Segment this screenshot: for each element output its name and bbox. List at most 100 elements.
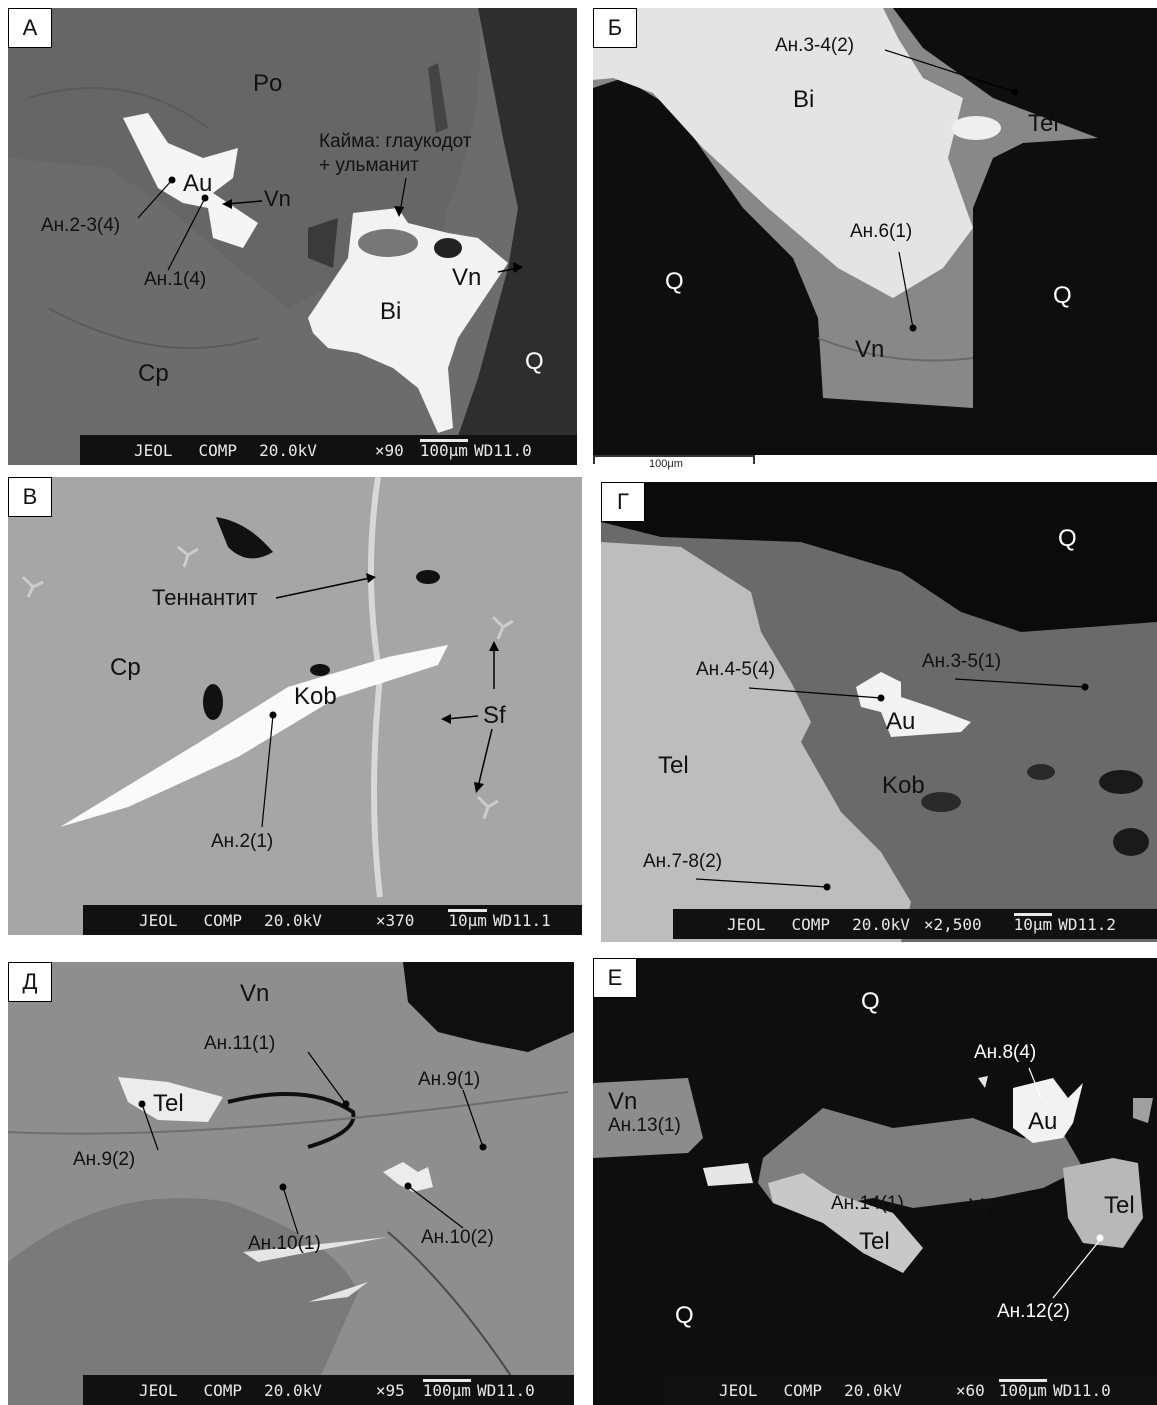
panel-g: Г Q Ан.4-5(4) Ан.3-5(1) Au Tel Kob Ан.7-…	[601, 482, 1157, 942]
mineral-q-label: Q	[478, 988, 497, 1015]
info-brand: JEOL	[134, 440, 173, 460]
analysis-an-3-4-label: Ан.3-4(2)	[775, 35, 855, 56]
info-kv: 20.0kV	[264, 1380, 322, 1400]
mineral-vn-label-1: Vn	[264, 186, 291, 211]
info-mode: COMP	[198, 440, 238, 460]
info-scale: 100μm	[419, 438, 468, 460]
analysis-an-3-5-label: Ан.3-5(1)	[922, 651, 1002, 672]
analysis-an-2-3-label: Ан.2-3(4)	[41, 215, 121, 236]
analysis-an-1-label: Ан.1(4)	[144, 269, 207, 290]
mineral-kob-label: Kob	[882, 772, 925, 799]
mineral-bi-label: Bi	[793, 86, 815, 113]
mineral-tel-label: Tel	[658, 752, 689, 779]
info-kv: 20.0kV	[852, 914, 910, 934]
info-kv: 20.0kV	[844, 1380, 902, 1400]
analysis-an-10-1-label: Ан.10(1)	[248, 1233, 321, 1254]
mineral-tennantite-label: Теннантит	[152, 585, 258, 610]
mineral-q-label-1: Q	[665, 268, 684, 295]
panel-e-info-bar: JEOL COMP 20.0kV ×60 100μm WD11.0	[665, 1375, 1157, 1405]
panel-a-letter: А	[8, 8, 52, 48]
mineral-au-label: Au	[183, 170, 213, 197]
info-wd: WD11.0	[476, 1380, 535, 1400]
mineral-vn-label-2: Vn	[452, 264, 482, 291]
mineral-po-label: Po	[253, 70, 283, 97]
panel-g-info-bar: JEOL COMP 20.0kV ×2,500 10μm WD11.2	[673, 909, 1157, 939]
panel-v-info-bar: JEOL COMP 20.0kV ×370 10μm WD11.1	[83, 905, 582, 935]
info-mag: ×60	[955, 1380, 985, 1400]
analysis-an-4-5-label: Ан.4-5(4)	[696, 659, 776, 680]
mineral-tel-label: Tel	[1028, 110, 1059, 137]
panel-b-letter: Б	[593, 8, 637, 48]
panel-v: В Теннантит Cp Kob Sf Ан.2(1) JEOL COMP …	[8, 477, 582, 935]
mineral-q-label: Q	[525, 348, 544, 375]
info-scale: 10μm	[448, 908, 487, 930]
analysis-an-12-label: Ан.12(2)	[997, 1301, 1070, 1322]
panel-a: А Po Кайма: глаукодот + ульманит Au Vn А…	[8, 8, 577, 465]
panel-e-letter: Е	[593, 958, 637, 998]
info-mode: COMP	[203, 910, 243, 930]
mineral-vn-label: Vn	[855, 336, 885, 363]
panel-e-image	[593, 958, 1157, 1405]
info-mode: COMP	[783, 1380, 823, 1400]
panel-v-image	[8, 477, 582, 935]
info-scale: 10μm	[1013, 912, 1053, 934]
info-mag: ×370	[375, 910, 415, 930]
mineral-kob-label: Kob	[294, 683, 337, 710]
info-mag: ×2,500	[923, 914, 982, 934]
panel-a-info-bar: JEOL COMP 20.0kV ×90 100μm WD11.0	[80, 435, 577, 465]
info-mode: COMP	[203, 1380, 243, 1400]
mineral-q-label-2: Q	[675, 1302, 694, 1329]
info-brand: JEOL	[727, 914, 766, 934]
mineral-tel-label: Tel	[153, 1090, 184, 1117]
analysis-an-2-label: Ан.2(1)	[211, 831, 274, 852]
mineral-sf-label: Sf	[483, 702, 506, 729]
panel-v-letter: В	[8, 477, 52, 517]
analysis-an-9-1-label: Ан.9(1)	[418, 1069, 481, 1090]
panel-a-image	[8, 8, 577, 465]
info-kv: 20.0kV	[259, 440, 317, 460]
info-mag: ×90	[374, 440, 404, 460]
mineral-cp-label: Cp	[110, 654, 141, 681]
panel-b-image	[593, 8, 1157, 455]
info-brand: JEOL	[139, 910, 178, 930]
mineral-vn-label-1: Vn	[608, 1088, 638, 1115]
panel-e: Е Q Ан.8(4) Vn Ан.13(1) Au Ан.14(1) Vn T…	[593, 958, 1157, 1405]
panel-g-image	[601, 482, 1157, 942]
info-scale: 100μm	[998, 1378, 1047, 1400]
panel-b: Б Ан.3-4(2) Bi Tel Ан.6(1) Q Q Vn	[593, 8, 1157, 455]
panel-g-letter: Г	[601, 482, 645, 522]
panel-d-letter: Д	[8, 962, 52, 1002]
analysis-an-7-8-label: Ан.7-8(2)	[643, 851, 723, 872]
analysis-an-14-label: Ан.14(1)	[831, 1193, 904, 1214]
analysis-an-11-label: Ан.11(1)	[204, 1033, 276, 1054]
info-wd: WD11.2	[1058, 914, 1116, 934]
panel-d-info-bar: JEOL COMP 20.0kV ×95 100μm WD11.0	[83, 1375, 574, 1405]
analysis-an-10-2-label: Ан.10(2)	[421, 1227, 494, 1248]
info-brand: JEOL	[719, 1380, 758, 1400]
mineral-au-label: Au	[886, 708, 916, 735]
info-brand: JEOL	[139, 1380, 178, 1400]
panel-b-scale-bar: 100μm	[593, 455, 757, 470]
info-scale: 100μm	[422, 1378, 471, 1400]
analysis-an-6-label: Ан.6(1)	[850, 221, 913, 242]
info-kv: 20.0kV	[264, 910, 322, 930]
analysis-an-9-2-label: Ан.9(2)	[73, 1149, 136, 1170]
rim-label-line2: + ульманит	[319, 155, 419, 176]
analysis-an-13-label: Ан.13(1)	[608, 1115, 681, 1136]
mineral-au-label: Au	[1028, 1108, 1058, 1135]
info-mag: ×95	[375, 1380, 405, 1400]
info-wd: WD11.1	[492, 910, 551, 930]
panel-d-image	[8, 962, 574, 1405]
panel-d: Д Vn Q Ан.11(1) Ан.9(1) Tel Ан.9(2) Ан.1…	[8, 962, 574, 1405]
mineral-vn-label: Vn	[240, 980, 270, 1007]
info-wd: WD11.0	[1052, 1380, 1111, 1400]
mineral-cp-label: Cp	[138, 360, 169, 387]
mineral-bi-label: Bi	[380, 298, 402, 325]
info-mode: COMP	[791, 914, 831, 934]
analysis-an-8-label: Ан.8(4)	[974, 1042, 1037, 1063]
mineral-tel-label-2: Tel	[1104, 1192, 1135, 1219]
mineral-q-label-1: Q	[861, 988, 880, 1015]
rim-label-line1: Кайма: глаукодот	[319, 131, 472, 152]
info-wd: WD11.0	[473, 440, 532, 460]
panel-b-scale-text: 100μm	[649, 458, 683, 470]
